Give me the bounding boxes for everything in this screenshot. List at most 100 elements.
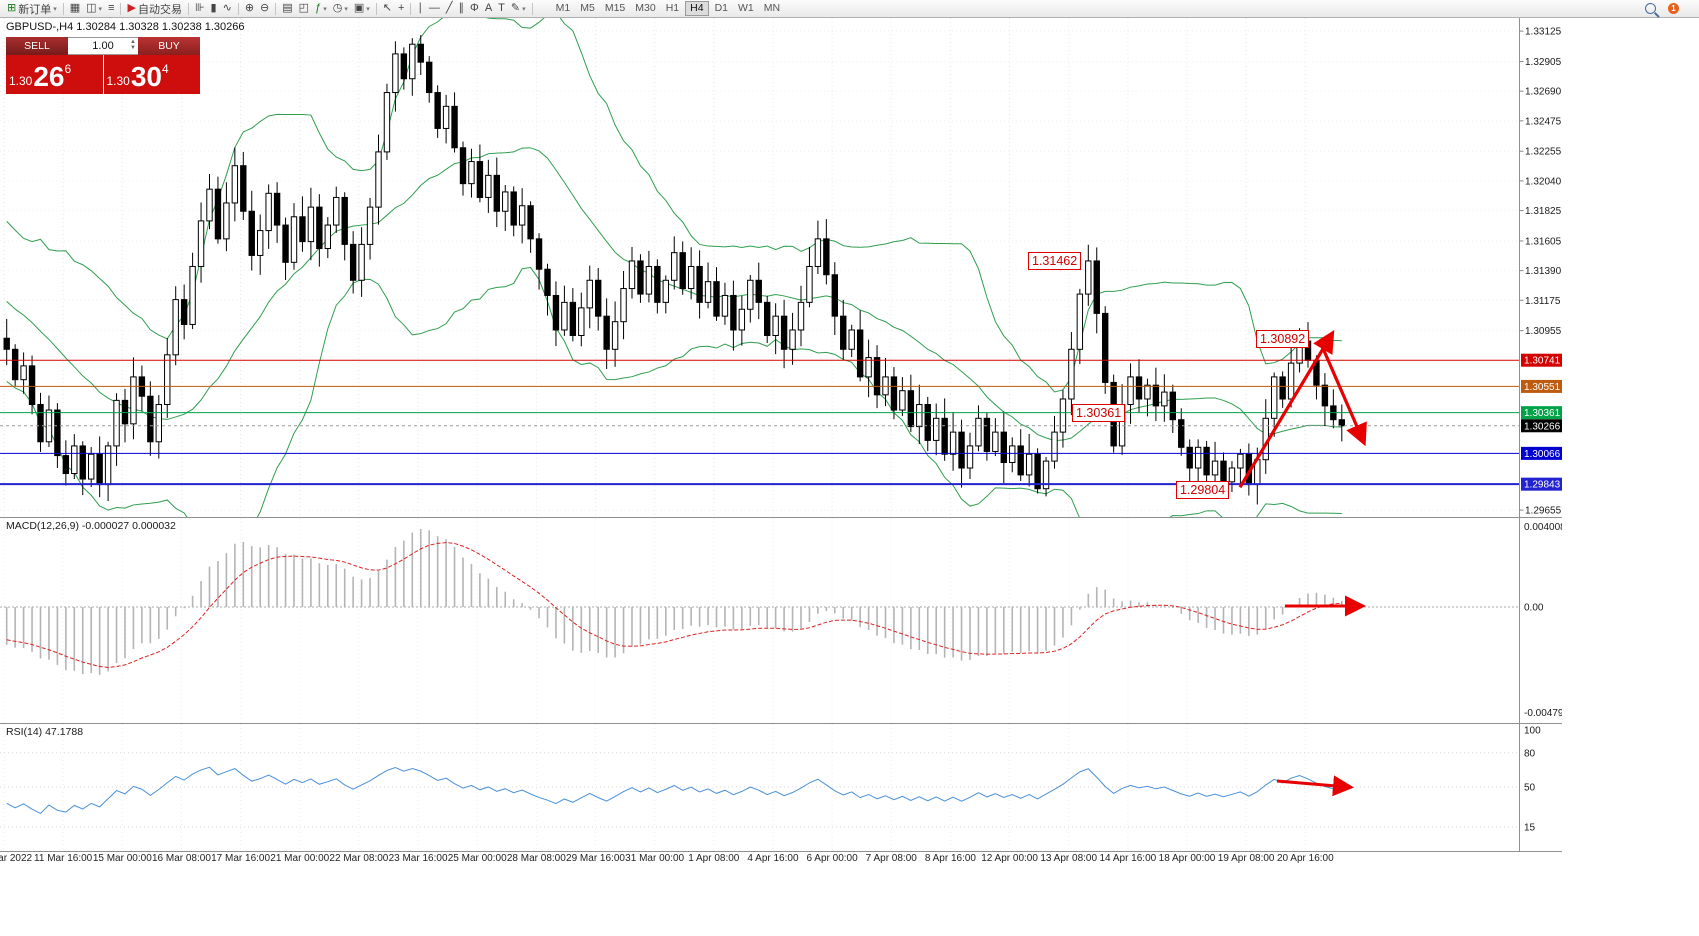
trendline-icon[interactable]: ╱: [445, 2, 453, 14]
line-chart-type-icon[interactable]: ∿: [222, 2, 232, 14]
time-label: 11 Mar 16:00: [34, 853, 93, 864]
svg-text:100: 100: [1524, 726, 1541, 737]
text-icon[interactable]: A: [484, 2, 493, 14]
market-watch-icon[interactable]: ≡: [108, 2, 115, 14]
buy-price-display[interactable]: 1.30 30 4: [103, 55, 200, 94]
sell-price-sup: 6: [64, 62, 72, 76]
time-label: 31 Mar 00:00: [625, 853, 685, 864]
macd-panel-svg[interactable]: 0.004008 0.00 -0.00479: [0, 518, 1562, 723]
notifications-icon[interactable]: 1: [1668, 3, 1679, 14]
svg-text:1.30361: 1.30361: [1524, 408, 1561, 419]
time-label: 14 Apr 16:00: [1099, 853, 1157, 864]
autotrading-button[interactable]: ▶ 自动交易: [127, 2, 182, 16]
time-label: 21 Mar 00:00: [270, 853, 330, 864]
svg-text:80: 80: [1524, 748, 1536, 759]
time-label: 18 Apr 00:00: [1158, 853, 1216, 864]
timeframe-M1[interactable]: M1: [555, 2, 571, 14]
svg-text:1.33125: 1.33125: [1525, 27, 1562, 38]
symbol-ohlc-label: GBPUSD-,H4 1.30284 1.30328 1.30238 1.302…: [6, 21, 245, 33]
sell-button[interactable]: SELL: [6, 37, 68, 55]
buy-price-sup: 4: [162, 62, 169, 76]
main-chart-svg[interactable]: 1.33125 1.32905 1.32690 1.32475 1.32255 1.320…: [0, 18, 1562, 517]
svg-text:0.00: 0.00: [1524, 603, 1544, 614]
time-label: 23 Mar 16:00: [388, 853, 448, 864]
buy-price-pips: 30: [130, 61, 163, 92]
charts-grid-icon[interactable]: ▦: [69, 2, 81, 14]
templates-icon[interactable]: ▣ ▾: [353, 2, 370, 14]
panel-separator: [0, 851, 1562, 852]
timeframe-bar: M1 M5 M15 M30 H1 H4 D1 W1 MN: [552, 1, 784, 16]
timeframe-M30[interactable]: M30: [635, 2, 656, 14]
timeframe-H1[interactable]: H1: [665, 2, 680, 14]
toolbar-separator: [275, 2, 277, 15]
volume-input[interactable]: 1.00 ▲ ▼: [68, 37, 138, 55]
toolbar-separator: [62, 2, 64, 15]
crosshair-icon[interactable]: +: [397, 2, 405, 14]
search-icon[interactable]: [1645, 3, 1656, 14]
svg-text:1.30551: 1.30551: [1524, 382, 1561, 393]
timeframe-M5[interactable]: M5: [580, 2, 595, 14]
new-order-button[interactable]: ⊞ 新订单 ▾: [7, 2, 57, 16]
time-label: 25 Mar 00:00: [447, 853, 507, 864]
profiles-icon[interactable]: ◫ ▾: [86, 2, 103, 14]
svg-text:1.30955: 1.30955: [1525, 326, 1562, 337]
panel-separator[interactable]: [0, 723, 1562, 724]
svg-text:1.32475: 1.32475: [1525, 116, 1562, 127]
svg-text:50: 50: [1524, 783, 1536, 794]
time-label: 12 Apr 00:00: [981, 853, 1038, 864]
one-click-trading-panel: SELL 1.00 ▲ ▼ BUY 1.30 26 6 1.30 30 4: [6, 37, 200, 94]
buy-button[interactable]: BUY: [138, 37, 200, 55]
time-label: 10 Mar 2022: [0, 853, 33, 864]
svg-text:1.31390: 1.31390: [1525, 266, 1562, 277]
channel-icon[interactable]: ∥: [458, 2, 465, 14]
cursor-icon[interactable]: ↖: [382, 2, 392, 14]
fibonacci-icon[interactable]: Φ: [470, 2, 479, 14]
label-icon[interactable]: T: [498, 2, 505, 14]
svg-text:1.31175: 1.31175: [1525, 296, 1561, 307]
time-label: 4 Apr 16:00: [747, 853, 799, 864]
rsi-panel-svg[interactable]: 100 80 50 15: [0, 724, 1562, 851]
cascade-windows-icon[interactable]: ◰: [298, 2, 310, 14]
zoom-in-icon[interactable]: ⊕: [244, 2, 255, 14]
time-label: 7 Apr 08:00: [865, 853, 917, 864]
vertical-line-icon[interactable]: ∣: [417, 2, 423, 14]
sell-price-base: 1.30: [9, 74, 33, 88]
time-label: 22 Mar 08:00: [329, 853, 389, 864]
draw-arrows-icon[interactable]: ✎ ▾: [510, 2, 526, 14]
price-annotation[interactable]: 1.29804: [1176, 480, 1230, 499]
volume-value: 1.00: [92, 40, 114, 52]
time-label: 29 Mar 16:00: [566, 853, 625, 864]
tile-windows-icon[interactable]: ▤: [282, 2, 293, 14]
svg-text:1.29655: 1.29655: [1525, 506, 1562, 517]
price-annotation[interactable]: 1.30892: [1256, 330, 1310, 349]
toolbar-separator: [410, 2, 412, 15]
horizontal-line-icon[interactable]: ―: [428, 2, 440, 14]
price-annotation[interactable]: 1.31462: [1028, 251, 1082, 270]
candlestick-type-icon[interactable]: ▮: [210, 2, 217, 14]
time-label: 8 Apr 16:00: [924, 853, 976, 864]
svg-text:1.32690: 1.32690: [1525, 87, 1562, 98]
panel-separator[interactable]: [0, 517, 1562, 518]
time-label: 28 Mar 08:00: [506, 853, 566, 864]
timeframe-W1[interactable]: W1: [738, 2, 754, 14]
price-annotation[interactable]: 1.30361: [1072, 403, 1126, 422]
svg-text:1.30741: 1.30741: [1524, 356, 1561, 367]
zoom-out-icon[interactable]: ⊖: [260, 2, 270, 14]
sell-price-display[interactable]: 1.30 26 6: [6, 55, 103, 94]
indicators-icon[interactable]: ƒ ▾: [315, 2, 327, 14]
svg-text:15: 15: [1524, 822, 1536, 833]
toolbar-separator: [237, 2, 239, 15]
svg-text:1.32905: 1.32905: [1525, 57, 1562, 68]
timeframe-MN[interactable]: MN: [763, 2, 781, 14]
timeframe-M15[interactable]: M15: [604, 2, 626, 14]
toolbar-separator: [375, 2, 377, 15]
timeframe-H4[interactable]: H4: [685, 1, 709, 16]
macd-label: MACD(12,26,9) -0.000027 0.000032: [6, 520, 176, 532]
volume-spinner-icon[interactable]: ▲ ▼: [130, 39, 136, 51]
svg-text:1.31825: 1.31825: [1525, 206, 1562, 217]
toolbar-right: 1: [1645, 3, 1679, 14]
periods-icon[interactable]: ◷ ▾: [332, 2, 348, 14]
timeframe-D1[interactable]: D1: [714, 2, 729, 14]
bar-chart-type-icon[interactable]: ⊪: [194, 2, 205, 14]
